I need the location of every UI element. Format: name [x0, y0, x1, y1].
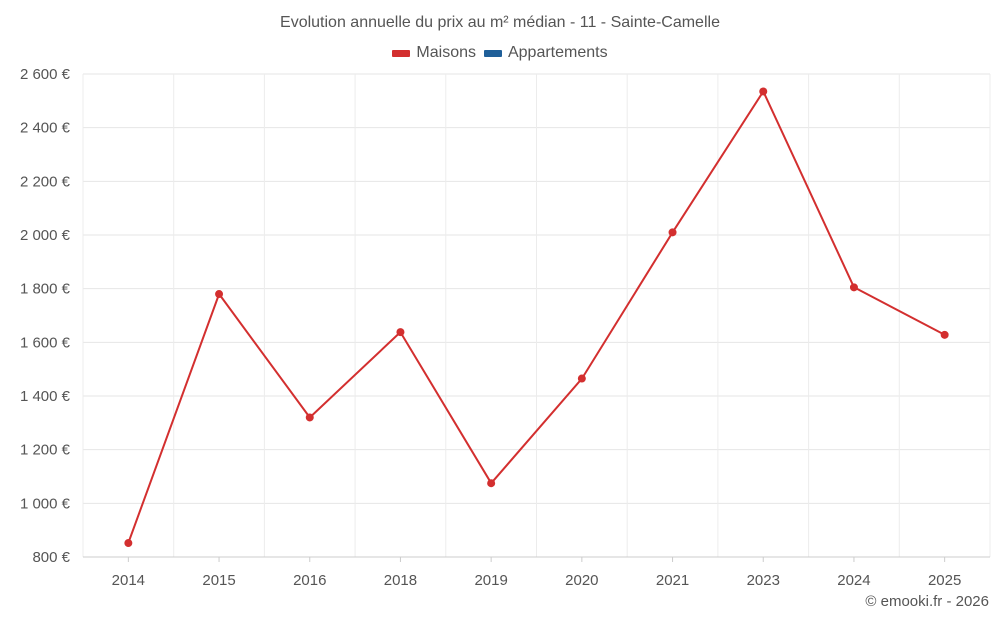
y-tick-label: 1 400 € — [20, 388, 71, 405]
legend-item-appartements[interactable]: Appartements — [483, 44, 608, 62]
data-point — [487, 479, 496, 488]
credit-text: © emooki.fr - 2026 — [865, 593, 989, 610]
data-point — [124, 539, 133, 548]
data-point — [396, 328, 405, 337]
y-tick-label: 1 600 € — [20, 334, 71, 351]
data-point — [849, 283, 858, 292]
data-point — [305, 413, 314, 422]
data-point — [940, 330, 949, 339]
y-tick-label: 2 000 € — [20, 227, 71, 244]
data-point — [759, 87, 768, 96]
legend-item-maisons[interactable]: Maisons — [392, 44, 476, 62]
legend-swatch-appartements — [483, 49, 502, 57]
series-line-maisons — [127, 90, 946, 544]
chart-title: Evolution annuelle du prix au m² médian … — [280, 14, 720, 31]
x-tick-label: 2019 — [474, 572, 507, 589]
chart-legend: Maisons Appartements — [0, 44, 1000, 62]
x-tick-label: 2024 — [837, 572, 870, 589]
y-tick-label: 2 200 € — [20, 173, 71, 190]
data-point — [668, 228, 677, 237]
y-tick-label: 1 800 € — [20, 281, 71, 298]
y-tick-label: 2 400 € — [20, 120, 71, 137]
x-tick-label: 2025 — [928, 572, 961, 589]
legend-swatch-maisons — [392, 49, 411, 57]
legend-label-maisons: Maisons — [416, 44, 476, 61]
legend-label-appartements: Appartements — [507, 44, 608, 61]
x-tick-label: 2020 — [565, 572, 598, 589]
x-tick-label: 2014 — [112, 572, 145, 589]
y-tick-label: 1 000 € — [20, 495, 71, 512]
y-tick-label: 2 600 € — [20, 66, 71, 83]
y-tick-label: 1 200 € — [20, 442, 71, 459]
x-tick-label: 2018 — [384, 572, 417, 589]
x-tick-label: 2023 — [747, 572, 780, 589]
data-point — [577, 374, 586, 383]
data-point — [215, 290, 224, 299]
y-tick-label: 800 € — [32, 549, 70, 566]
x-tick-label: 2016 — [293, 572, 326, 589]
x-tick-label: 2021 — [656, 572, 689, 589]
x-tick-label: 2015 — [202, 572, 235, 589]
